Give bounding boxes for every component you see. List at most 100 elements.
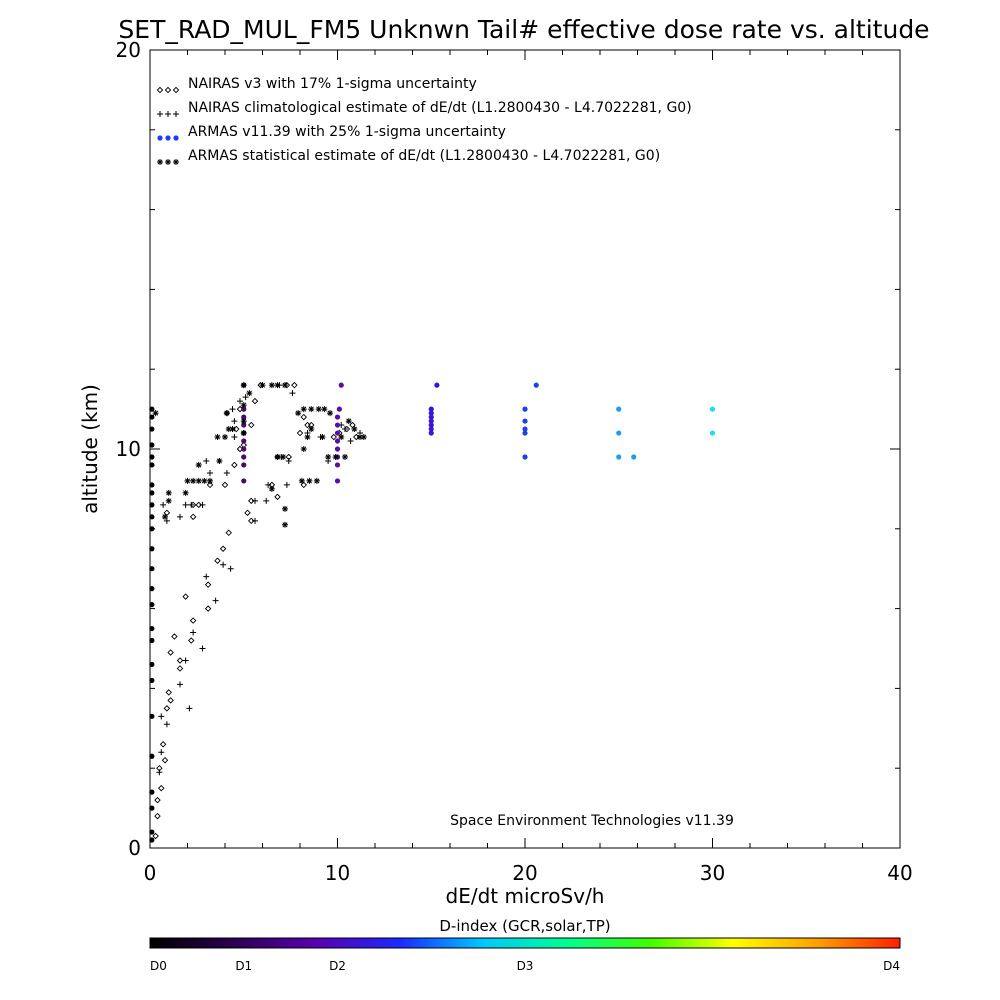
data-point [428, 418, 434, 424]
data-point [241, 446, 247, 452]
data-point [334, 462, 341, 468]
data-point [158, 784, 165, 792]
data-point [216, 457, 223, 464]
data-point [177, 513, 183, 520]
data-point [709, 406, 716, 412]
data-point [345, 418, 352, 425]
data-point [149, 677, 155, 684]
data-point [149, 586, 155, 592]
data-point [295, 410, 302, 417]
data-point [428, 430, 434, 436]
data-point [274, 382, 281, 389]
data-point [152, 410, 159, 417]
data-point [268, 382, 275, 389]
data-point [351, 426, 358, 433]
data-point [342, 426, 348, 433]
data-point [308, 406, 315, 413]
x-axis-title: dE/dt microSv/h [446, 884, 605, 908]
data-point [522, 418, 528, 424]
data-point [219, 545, 227, 552]
data-point [332, 453, 339, 460]
data-point [203, 457, 210, 464]
data-point [244, 509, 251, 517]
data-point [195, 461, 202, 468]
data-point [149, 566, 155, 572]
data-point [268, 485, 275, 492]
x-tick-label: 30 [700, 861, 725, 885]
chart-title: SET_RAD_MUL_FM5 Unknwn Tail# effective d… [118, 15, 929, 44]
data-point [252, 497, 258, 504]
credit-text: Space Environment Technologies v11.39 [450, 813, 734, 829]
data-point [338, 434, 345, 441]
data-point [229, 426, 236, 433]
y-tick-label: 0 [128, 836, 141, 860]
data-point [330, 433, 337, 441]
data-point [159, 741, 167, 748]
data-point [248, 497, 255, 505]
legend-marker [165, 159, 171, 165]
data-point [336, 406, 342, 412]
data-point [163, 705, 171, 712]
data-point [321, 406, 328, 413]
data-point [186, 705, 193, 712]
data-point [237, 398, 243, 405]
legend-label: ARMAS statistical estimate of dE/dt (L1.… [188, 148, 660, 164]
data-point [176, 657, 184, 664]
data-point [165, 489, 172, 496]
data-point [149, 490, 155, 496]
data-point [182, 657, 189, 664]
series-2 [156, 382, 363, 776]
data-point [300, 406, 307, 413]
colorbar-label: D4 [883, 959, 900, 973]
data-point [241, 478, 247, 484]
data-point [263, 497, 270, 504]
x-tick-label: 40 [887, 861, 912, 885]
data-point [149, 829, 155, 835]
data-point [149, 637, 155, 644]
data-point [241, 438, 247, 444]
series-1 [152, 381, 360, 840]
data-point [221, 481, 229, 489]
legend-marker [165, 111, 171, 117]
data-point [334, 438, 341, 444]
series-3 [149, 382, 716, 843]
data-point [149, 482, 155, 488]
y-tick-label: 20 [116, 38, 141, 62]
data-point [158, 749, 165, 756]
data-point [319, 434, 326, 441]
legend-marker [164, 86, 172, 94]
legend-marker [165, 135, 171, 141]
data-point [223, 469, 230, 476]
data-point [631, 454, 637, 460]
data-point [222, 434, 228, 441]
data-point [428, 406, 434, 412]
data-point [306, 477, 313, 484]
data-point [265, 481, 272, 488]
data-point [315, 406, 322, 413]
data-point [229, 406, 236, 413]
data-point [167, 649, 174, 656]
data-point [241, 414, 247, 420]
legend-label: NAIRAS climatological estimate of dE/dt … [188, 100, 692, 116]
data-point [149, 526, 155, 532]
series-4 [152, 382, 367, 528]
data-point [182, 501, 189, 508]
data-point [709, 430, 716, 436]
data-point [188, 501, 195, 508]
data-point [274, 453, 281, 460]
data-point [334, 430, 341, 436]
data-point [428, 410, 434, 416]
data-point [347, 438, 354, 445]
data-point [304, 434, 311, 441]
data-point [165, 689, 172, 696]
data-point [246, 390, 253, 397]
data-point [428, 414, 434, 420]
data-point [252, 517, 258, 524]
data-point [190, 629, 197, 636]
data-point [283, 481, 290, 488]
data-point [325, 453, 332, 460]
axis-ticks [149, 49, 901, 849]
data-point [522, 406, 528, 412]
legend-marker [157, 159, 163, 165]
data-point [334, 422, 341, 428]
